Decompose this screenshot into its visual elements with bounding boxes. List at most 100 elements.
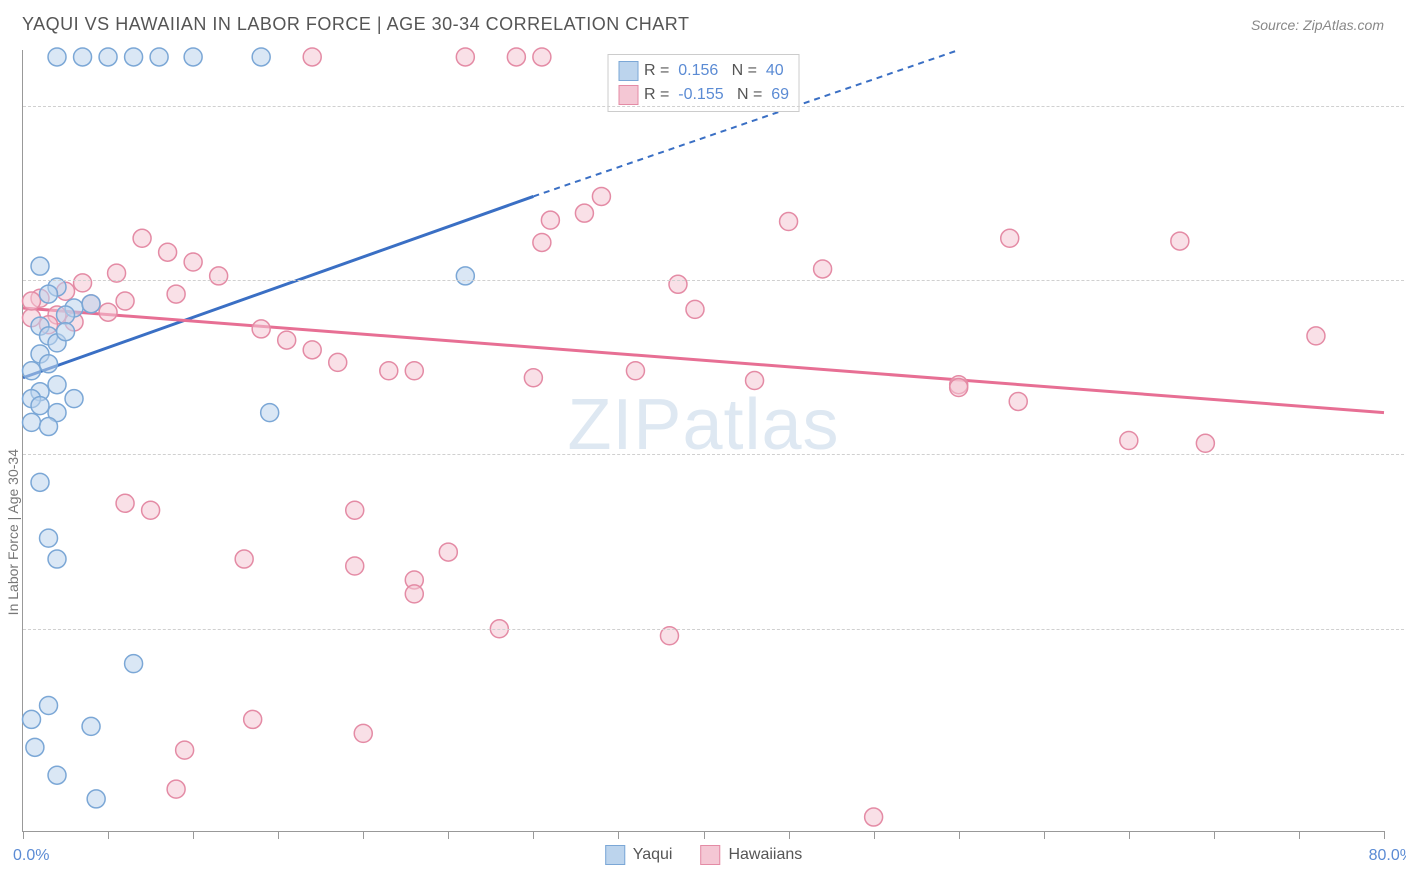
data-point [252,320,270,338]
legend-correlation-text: R = 0.156 N = 40 [644,62,784,80]
data-point [1001,229,1019,247]
legend-swatch-icon [605,845,625,865]
data-point [533,48,551,66]
legend-correlation-text: R = -0.155 N = 69 [644,86,789,104]
x-tick [1129,831,1130,839]
data-point [57,323,75,341]
data-point [235,550,253,568]
data-point [380,362,398,380]
x-tick [1214,831,1215,839]
data-point [82,717,100,735]
data-point [1307,327,1325,345]
legend-correlation: R = 0.156 N = 40 R = -0.155 N = 69 [607,54,800,112]
data-point [167,780,185,798]
trend-line [23,196,533,377]
data-point [1196,434,1214,452]
data-point [87,790,105,808]
data-point [40,529,58,547]
gridline [23,106,1406,107]
legend-series-item: Yaqui [605,845,673,865]
data-point [26,738,44,756]
data-point [746,372,764,390]
data-point [533,233,551,251]
legend-series-label: Hawaiians [728,846,802,864]
data-point [116,494,134,512]
data-point [116,292,134,310]
data-point [439,543,457,561]
chart-area: In Labor Force | Age 30-34 ZIPatlas R = … [22,50,1384,832]
data-point [303,48,321,66]
data-point [74,48,92,66]
data-point [669,275,687,293]
legend-correlation-row: R = -0.155 N = 69 [618,83,789,107]
data-point [278,331,296,349]
x-tick [874,831,875,839]
data-point [23,710,41,728]
data-point [346,557,364,575]
data-point [99,48,117,66]
legend-swatch-icon [700,845,720,865]
data-point [159,243,177,261]
gridline [23,629,1406,630]
data-point [176,741,194,759]
x-tick [789,831,790,839]
data-point [405,585,423,603]
data-point [48,766,66,784]
data-point [48,550,66,568]
x-tick [1044,831,1045,839]
data-point [592,187,610,205]
trend-line [23,308,1384,413]
x-tick [618,831,619,839]
data-point [244,710,262,728]
x-tick [363,831,364,839]
data-point [261,404,279,422]
data-point [142,501,160,519]
data-point [686,300,704,318]
data-point [456,267,474,285]
data-point [82,295,100,313]
x-tick [448,831,449,839]
x-tick [1299,831,1300,839]
data-point [865,808,883,826]
x-tick [193,831,194,839]
data-point [210,267,228,285]
data-point [74,274,92,292]
data-point [780,213,798,231]
data-point [125,655,143,673]
data-point [184,48,202,66]
data-point [31,397,49,415]
data-point [31,257,49,275]
gridline [23,454,1406,455]
data-point [23,413,41,431]
data-point [23,362,41,380]
data-point [354,724,372,742]
data-point [524,369,542,387]
data-point [507,48,525,66]
data-point [23,292,41,310]
data-point [1009,392,1027,410]
data-point [133,229,151,247]
data-point [405,362,423,380]
data-point [184,253,202,271]
gridline [23,280,1406,281]
data-point [950,379,968,397]
data-point [31,473,49,491]
data-point [626,362,644,380]
x-tick [108,831,109,839]
data-point [40,418,58,436]
scatter-plot [23,50,1384,831]
data-point [65,390,83,408]
data-point [303,341,321,359]
legend-swatch-icon [618,85,638,105]
chart-title: YAQUI VS HAWAIIAN IN LABOR FORCE | AGE 3… [22,14,689,35]
data-point [814,260,832,278]
data-point [346,501,364,519]
data-point [40,696,58,714]
data-point [99,303,117,321]
data-point [456,48,474,66]
x-tick [959,831,960,839]
data-point [541,211,559,229]
data-point [150,48,168,66]
data-point [252,48,270,66]
y-axis-label: In Labor Force | Age 30-34 [5,449,21,615]
